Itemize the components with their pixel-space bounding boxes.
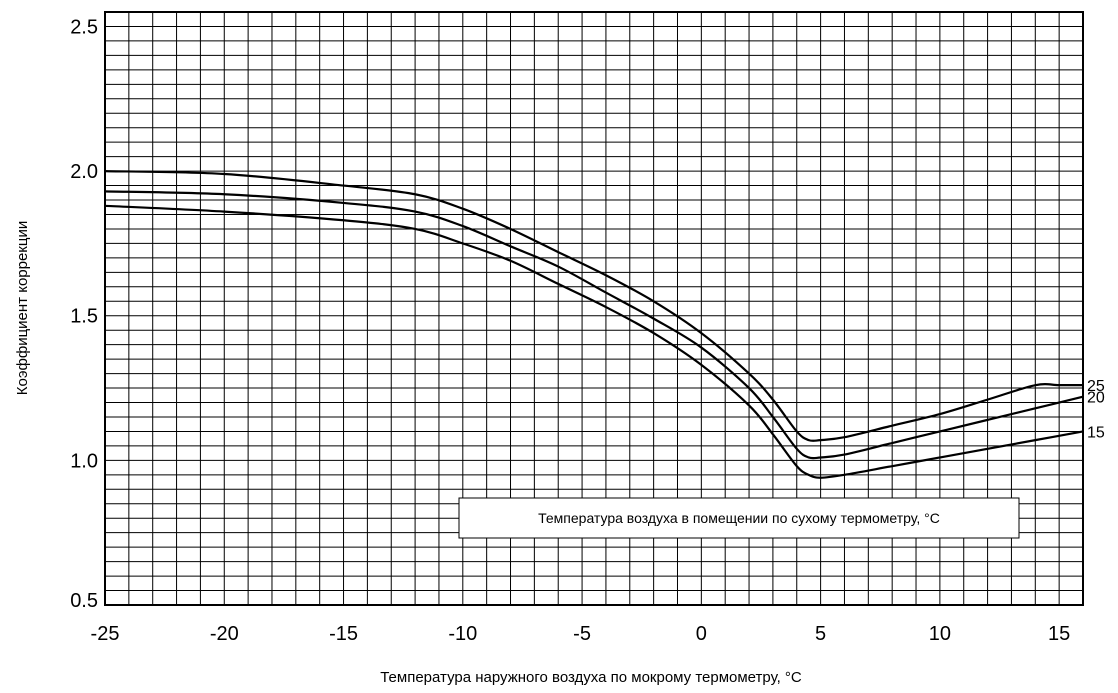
plot-frame	[104, 11, 1084, 606]
legend-box: Температура воздуха в помещении по сухом…	[458, 497, 1020, 539]
y-tick-label: 2.0	[70, 161, 98, 183]
x-tick-label: -20	[210, 623, 239, 645]
x-tick-label: 10	[929, 623, 951, 645]
x-tick-label: -15	[329, 623, 358, 645]
x-tick-label: -5	[573, 623, 591, 645]
series-lines	[104, 170, 1084, 479]
y-axis-title: Коэффициент коррекции	[14, 221, 31, 395]
x-tick-label: 0	[696, 623, 707, 645]
x-tick-label: -10	[448, 623, 477, 645]
series-label-15: 15	[1087, 424, 1105, 441]
x-tick-label: -25	[91, 623, 120, 645]
x-axis-title: Температура наружного воздуха по мокрому…	[380, 669, 802, 686]
x-tick-label: 5	[815, 623, 826, 645]
series-line-20	[104, 190, 1084, 460]
legend-frame	[458, 497, 1020, 539]
y-tick-label: 1.5	[70, 306, 98, 328]
y-tick-label: 0.5	[70, 590, 98, 612]
series-line-25	[104, 170, 1083, 442]
series-label-25: 25	[1087, 378, 1105, 395]
legend-title: Температура воздуха в помещении по сухом…	[538, 510, 940, 526]
y-tick-labels: 0.5 1.0 1.5 2.0 2.5	[70, 16, 98, 612]
x-tick-label: 15	[1048, 623, 1070, 645]
y-tick-label: 1.0	[70, 450, 98, 472]
series-label-20: 20	[1087, 390, 1105, 407]
y-tick-label: 2.5	[70, 16, 98, 38]
series-line-15	[104, 204, 1084, 479]
x-tick-labels: -25 -20 -15 -10 -5 0 5 10 15	[91, 623, 1071, 645]
